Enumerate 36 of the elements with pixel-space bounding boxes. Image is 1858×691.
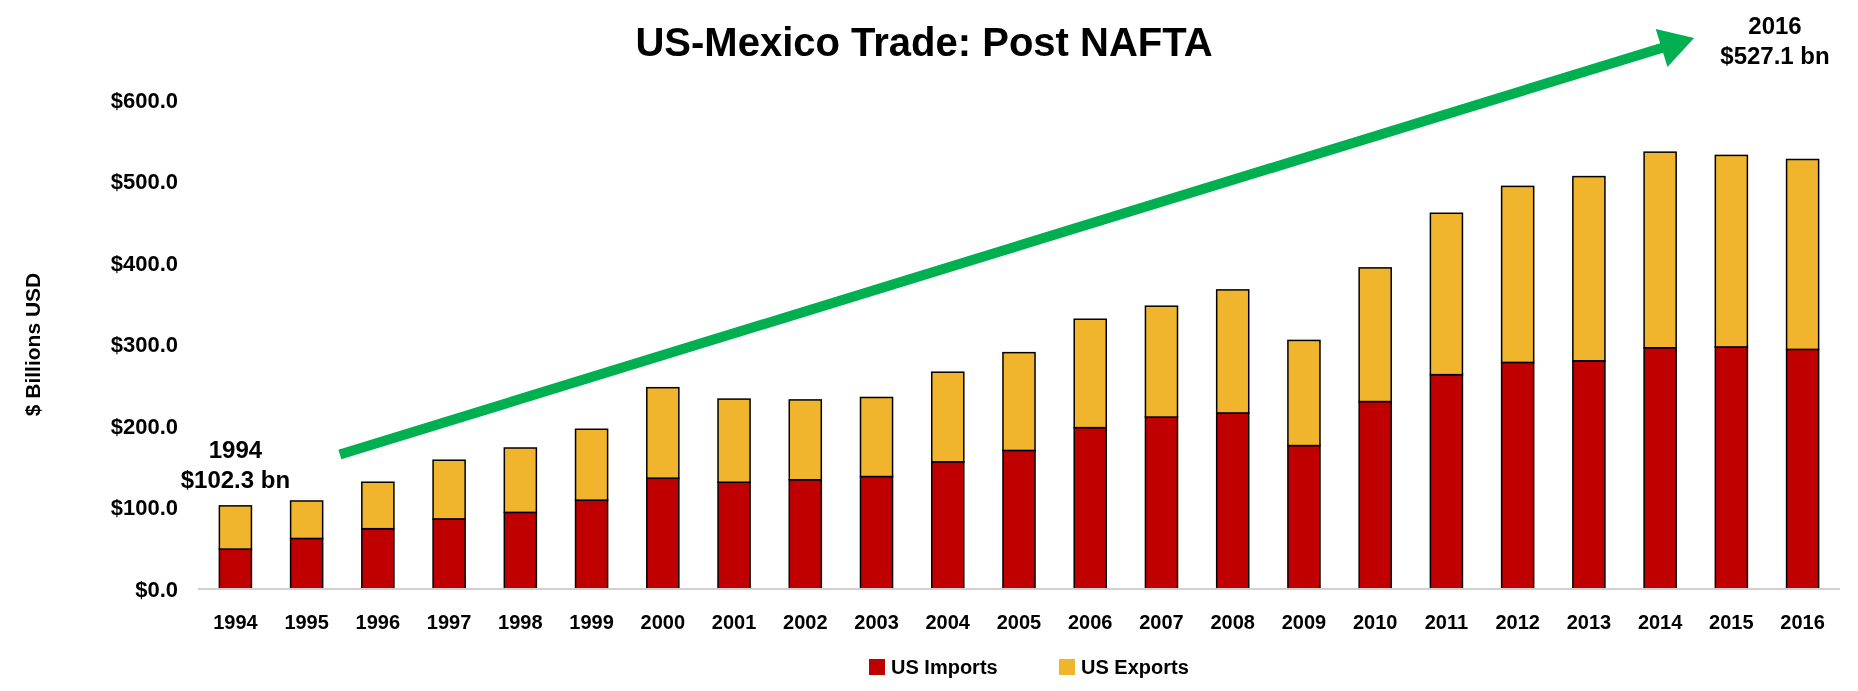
x-tick-label: 2007	[1139, 611, 1184, 633]
text: 2016 $527.1 bn	[1720, 12, 1830, 69]
legend-label: US Exports	[1081, 656, 1189, 678]
x-tick-label: 2013	[1566, 611, 1612, 633]
x-tick-label: 2008	[1210, 611, 1255, 633]
x-tick-label: 1997	[426, 611, 472, 633]
y-tick-label: $600.0	[110, 87, 178, 113]
x-tick-label: 1998	[498, 611, 543, 633]
y-tick-label: $200.0	[110, 413, 178, 439]
x-tick-label: 1999	[569, 611, 614, 633]
x-tick-label: 2011	[1424, 611, 1469, 633]
legend-label: US Imports	[891, 656, 998, 678]
y-tick-label: $100.0	[110, 495, 178, 521]
chart-title: US-Mexico Trade: Post NAFTA	[635, 20, 1213, 64]
x-tick-label: 2016	[1780, 611, 1825, 633]
x-tick-label: 2000	[640, 611, 686, 633]
y-tick-label: $500.0	[110, 169, 178, 195]
y-axis-title: $ Billions USD	[21, 272, 44, 417]
x-tick-label: 1994	[213, 611, 259, 633]
x-tick-label: 1996	[355, 611, 401, 633]
x-tick-label: 2010	[1352, 611, 1398, 633]
x-tick-label: 2014	[1637, 611, 1684, 633]
y-tick-label: $0.0	[135, 576, 178, 602]
x-tick-label: 2002	[783, 611, 828, 633]
x-tick-label: 2001	[711, 611, 757, 633]
x-tick-label: 2004	[925, 611, 971, 633]
x-tick-label: 2009	[1281, 611, 1327, 633]
x-tick-label: 2015	[1709, 611, 1754, 633]
y-tick-label: $400.0	[110, 250, 178, 276]
x-tick-label: 2012	[1495, 611, 1540, 633]
x-tick-label: 2003	[854, 611, 899, 633]
x-tick-label: 2006	[1067, 611, 1113, 633]
x-tick-label: 2005	[996, 611, 1042, 633]
y-tick-label: $300.0	[110, 332, 178, 358]
annotation: 1994 $102.3 bn	[180, 435, 291, 493]
x-tick-label: 1995	[284, 611, 329, 633]
